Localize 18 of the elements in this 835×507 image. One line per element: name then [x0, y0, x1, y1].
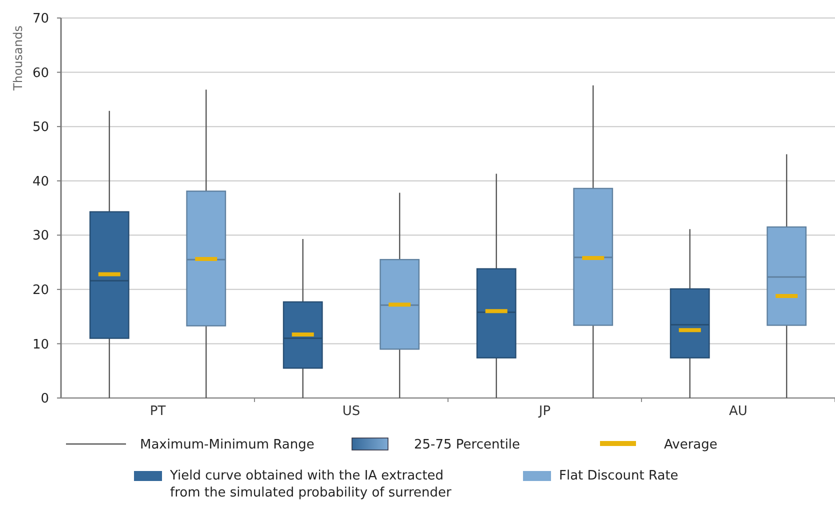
y-tick-label: 40: [32, 174, 49, 190]
x-tick-label: JP: [538, 404, 551, 419]
y-tick-label: 30: [32, 228, 49, 244]
text: Average: [664, 438, 718, 453]
x-tick-label: US: [342, 404, 360, 419]
y-tick-label: 70: [32, 12, 49, 27]
y-tick-label: 0: [40, 392, 49, 407]
x-tick-label: PT: [150, 404, 166, 419]
y-tick-label: 50: [32, 120, 49, 136]
y-tick-label: 10: [32, 337, 49, 352]
x-tick-label: AU: [729, 404, 748, 419]
text: 25-75 Percentile: [414, 438, 520, 453]
y-tick-label: 20: [32, 282, 49, 298]
legend-label: Yield curve obtained with the IA extracted from the simulated probability of surrender: [169, 468, 452, 500]
y-axis-title: Thousands: [11, 26, 25, 92]
legend-label: Flat Discount Rate: [559, 468, 678, 484]
text: Maximum-Minimum Range: [140, 438, 314, 453]
y-tick-label: 60: [32, 66, 49, 81]
